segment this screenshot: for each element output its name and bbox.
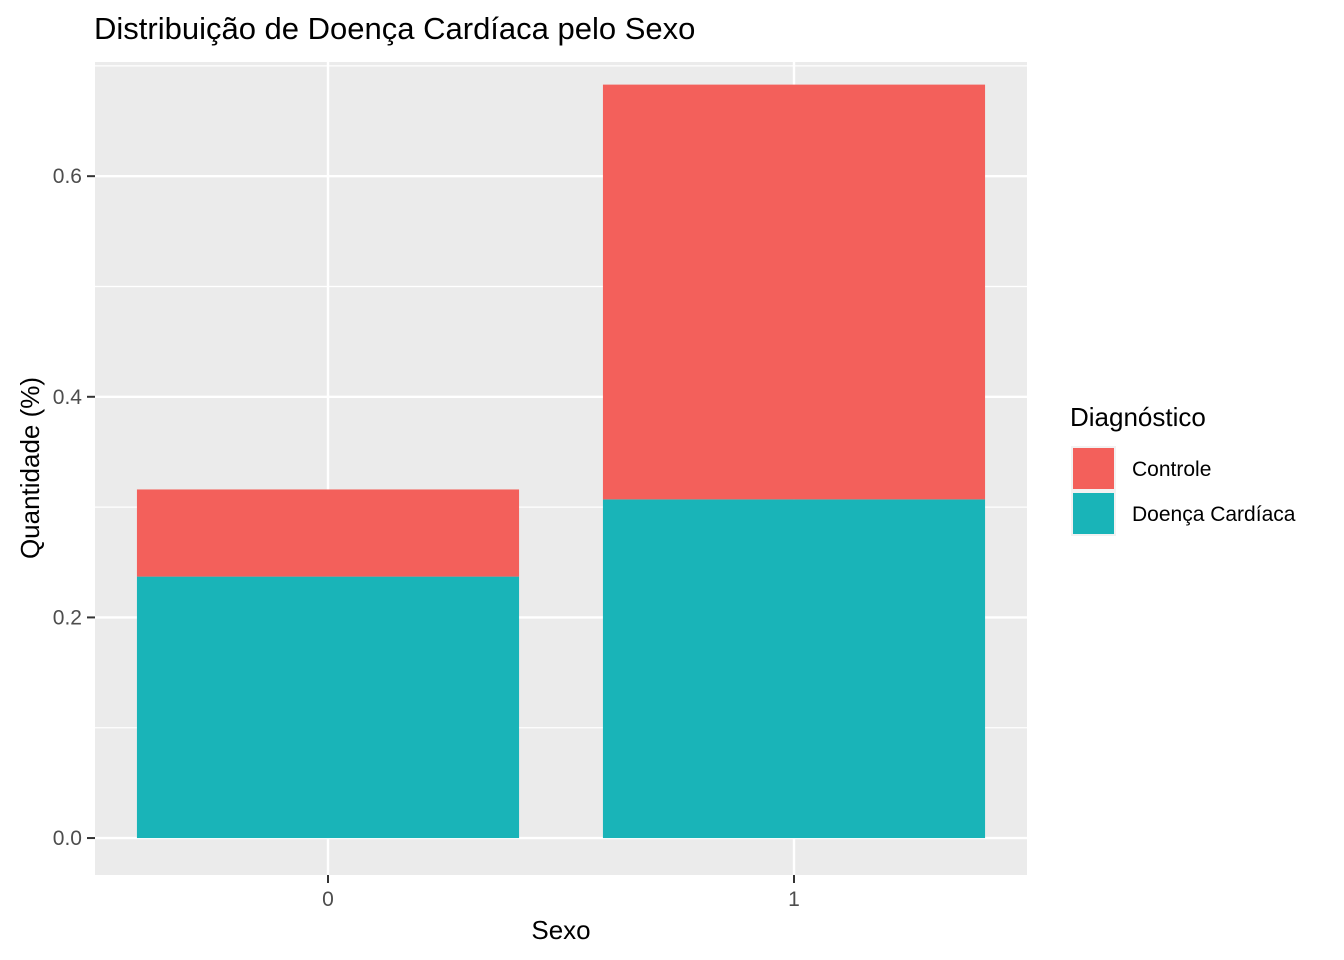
x-tick-label: 0 (322, 888, 334, 911)
chart-title: Distribuição de Doença Cardíaca pelo Sex… (94, 11, 695, 46)
y-tick-label: 0.2 (53, 606, 82, 629)
legend-key-controle (1073, 448, 1114, 489)
x-tick-label: 1 (788, 888, 800, 911)
bar-doen-a-card-aca-1 (602, 499, 986, 839)
x-axis-label: Sexo (531, 915, 590, 945)
legend-label: Doença Cardíaca (1132, 503, 1296, 526)
legend-label: Controle (1132, 458, 1211, 481)
y-axis-label: Quantidade (%) (15, 377, 45, 559)
y-tick-label: 0.0 (53, 827, 82, 850)
legend-title: Diagnóstico (1070, 402, 1206, 432)
bar-controle-0 (136, 489, 520, 577)
y-axis: 0.0 0.2 0.4 0.6 (53, 165, 95, 850)
legend: Diagnóstico Controle Doença Cardíaca (1070, 402, 1296, 536)
bar-controle-1 (602, 84, 986, 500)
y-tick-label: 0.6 (53, 165, 82, 188)
y-tick-label: 0.4 (53, 386, 83, 409)
bars (136, 84, 986, 839)
legend-key-doen-a-card-aca (1073, 493, 1114, 534)
bar-doen-a-card-aca-0 (136, 576, 520, 839)
